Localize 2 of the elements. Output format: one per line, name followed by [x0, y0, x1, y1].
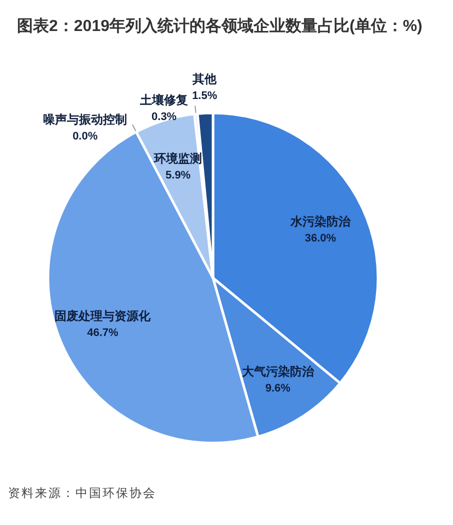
title: 图表2：2019年列入统计的各领域企业数量占比(单位：%): [17, 18, 422, 35]
annotation: 资料来源：中国环保协会: [8, 486, 156, 500]
